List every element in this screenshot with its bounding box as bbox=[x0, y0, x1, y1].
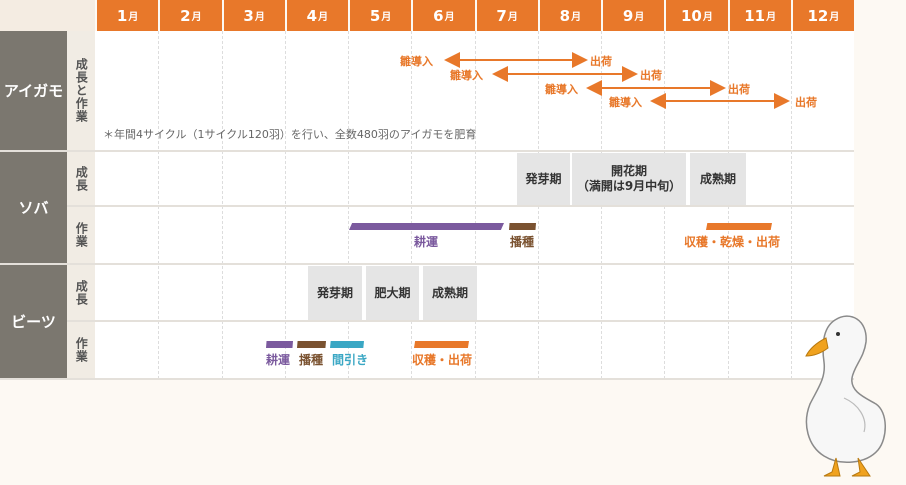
soba-phase-flowering: 開花期 （満開は9月中旬） bbox=[572, 153, 686, 205]
month-number: 12 bbox=[807, 6, 829, 25]
soba-task-sowing-bar bbox=[509, 223, 536, 230]
month-number: 6 bbox=[433, 6, 444, 25]
soba-phase-flowering-title: 開花期 bbox=[610, 164, 647, 178]
crop-label-soba: ソバ bbox=[0, 152, 67, 263]
month-header-12: 12 月 bbox=[790, 0, 854, 31]
month-suffix: 月 bbox=[128, 12, 139, 23]
beets-task-tillage-label: 耕運 bbox=[266, 353, 291, 367]
aigamo-cycle-3-start: 雛導入 bbox=[545, 83, 578, 96]
month-suffix: 月 bbox=[766, 12, 777, 23]
row-divider-soba bbox=[0, 263, 854, 265]
beets-phase-maturity: 成熟期 bbox=[423, 266, 477, 320]
month-number: 5 bbox=[369, 6, 381, 25]
month-suffix: 月 bbox=[444, 12, 455, 23]
aigamo-sub-label: 成長と作業 bbox=[67, 31, 95, 150]
beets-task-tillage-bar bbox=[266, 341, 293, 348]
month-number: 1 bbox=[116, 6, 128, 25]
month-suffix: 月 bbox=[507, 12, 518, 23]
month-number: 9 bbox=[622, 6, 634, 25]
month-number: 4 bbox=[306, 6, 318, 25]
beets-phase-germination: 発芽期 bbox=[308, 266, 362, 320]
soba-task-sowing-label: 播種 bbox=[510, 235, 535, 249]
soba-phase-germination: 発芽期 bbox=[517, 153, 570, 205]
month-header-10: 10 月 bbox=[664, 0, 728, 31]
month-suffix: 月 bbox=[829, 12, 840, 23]
month-suffix: 月 bbox=[702, 12, 713, 23]
beets-task-thinning-label: 間引き bbox=[332, 353, 369, 367]
beets-work-label: 作業 bbox=[67, 322, 95, 378]
soba-work-label: 作業 bbox=[67, 207, 95, 263]
duck-illustration bbox=[805, 315, 886, 477]
month-number: 10 bbox=[680, 6, 702, 25]
month-suffix: 月 bbox=[634, 12, 645, 23]
row-divider-aigamo bbox=[0, 150, 854, 152]
aigamo-note: ＊年間4サイクル（1サイクル120羽）を行い、全数480羽のアイガモを肥育 bbox=[103, 128, 477, 141]
crop-label-beets: ビーツ bbox=[0, 265, 67, 378]
soba-task-tillage-label: 耕運 bbox=[414, 235, 439, 249]
beets-task-sowing-label: 播種 bbox=[299, 353, 324, 367]
aigamo-cycle-4-start: 雛導入 bbox=[609, 96, 642, 109]
month-number: 3 bbox=[243, 6, 254, 25]
aigamo-cycle-2-start: 雛導入 bbox=[450, 69, 483, 82]
row-divider-soba-sub bbox=[67, 205, 854, 207]
beets-task-harvest-bar bbox=[414, 341, 469, 348]
month-number: 7 bbox=[496, 6, 507, 25]
soba-task-harvest-label: 収穫・乾燥・出荷 bbox=[684, 235, 781, 249]
soba-task-tillage-bar bbox=[349, 223, 504, 230]
month-number: 11 bbox=[744, 6, 766, 25]
row-divider-beets-sub bbox=[67, 320, 854, 322]
soba-phase-flowering-note: （満開は9月中旬） bbox=[576, 179, 682, 193]
aigamo-cycle-1-start: 雛導入 bbox=[400, 55, 433, 68]
month-number: 8 bbox=[559, 6, 571, 25]
month-suffix: 月 bbox=[571, 12, 582, 23]
aigamo-cycle-1-end: 出荷 bbox=[590, 55, 612, 68]
month-number: 2 bbox=[180, 6, 191, 25]
aigamo-cycle-3-end: 出荷 bbox=[728, 83, 750, 96]
crop-label-aigamo: アイガモ bbox=[0, 31, 67, 150]
beets-task-thinning-bar bbox=[330, 341, 364, 348]
beets-task-sowing-bar bbox=[297, 341, 326, 348]
month-suffix: 月 bbox=[191, 12, 202, 23]
month-suffix: 月 bbox=[254, 12, 265, 23]
beets-growth-label: 成長 bbox=[67, 265, 95, 320]
month-suffix: 月 bbox=[381, 12, 392, 23]
soba-task-harvest-bar bbox=[706, 223, 772, 230]
header-corner bbox=[0, 0, 95, 31]
soba-phase-maturity: 成熟期 bbox=[690, 153, 746, 205]
month-suffix: 月 bbox=[318, 12, 329, 23]
aigamo-cycle-2-end: 出荷 bbox=[640, 69, 662, 82]
row-divider-beets bbox=[0, 378, 854, 380]
soba-growth-label: 成長 bbox=[67, 152, 95, 205]
beets-phase-enlargement: 肥大期 bbox=[366, 266, 419, 320]
beets-task-harvest-label: 収穫・出荷 bbox=[412, 353, 473, 367]
aigamo-cycle-4-end: 出荷 bbox=[795, 96, 817, 109]
month-header-11: 11 月 bbox=[727, 0, 791, 31]
